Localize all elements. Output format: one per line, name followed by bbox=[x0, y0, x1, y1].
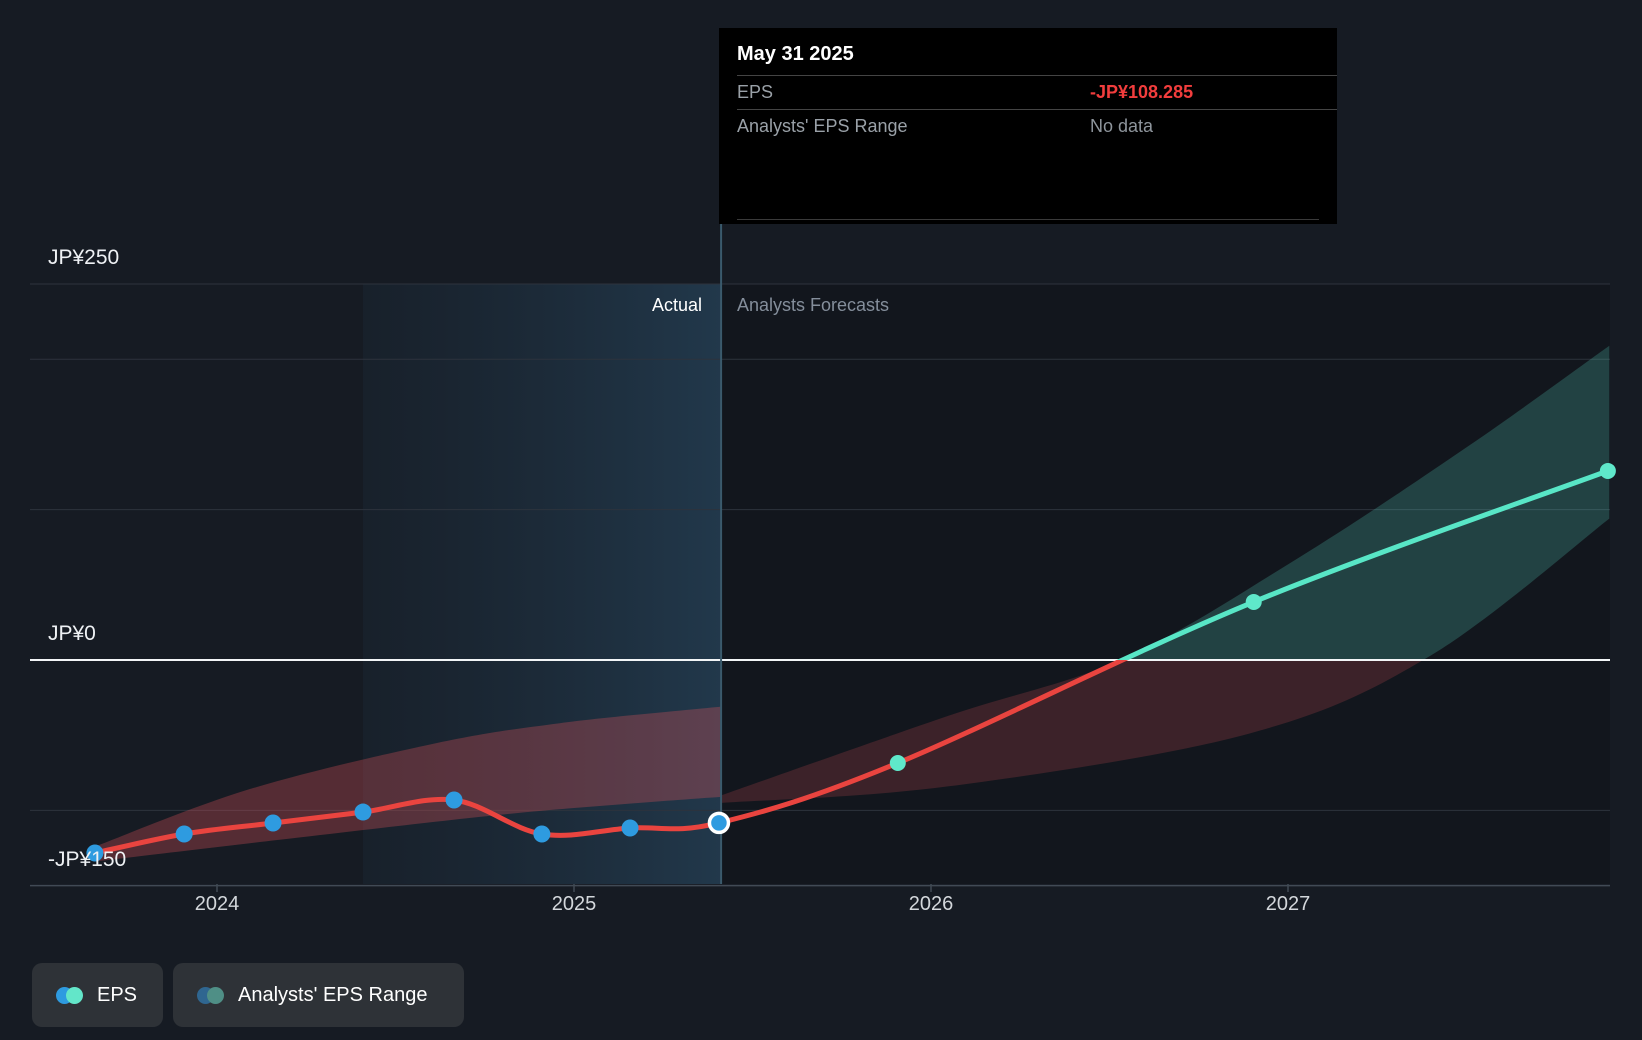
eps-teal-dot-icon bbox=[66, 986, 83, 1004]
eps-point-forecast[interactable] bbox=[1245, 593, 1262, 610]
tooltip-bottom-rule bbox=[737, 219, 1319, 220]
tooltip-range-label: Analysts' EPS Range bbox=[737, 116, 908, 136]
tooltip-eps-value: -JP¥108.285 bbox=[1090, 82, 1194, 102]
tooltip-eps-label: EPS bbox=[737, 82, 774, 102]
tooltip-range-value: No data bbox=[1090, 116, 1154, 136]
forecast-background bbox=[721, 284, 1610, 884]
tooltip-row-range: Analysts' EPS Range No data bbox=[719, 110, 1337, 143]
eps-point-forecast[interactable] bbox=[1599, 462, 1616, 479]
eps-point-actual[interactable] bbox=[445, 791, 463, 809]
eps-point-actual[interactable] bbox=[86, 844, 104, 862]
legend-range-label: Analysts' EPS Range bbox=[238, 983, 428, 1006]
legend-analysts-eps-range[interactable]: Analysts' EPS Range bbox=[173, 963, 464, 1027]
eps-point-actual[interactable] bbox=[175, 825, 193, 843]
actual-highlight-region bbox=[363, 284, 722, 884]
tooltip-row-eps: EPS -JP¥108.285 bbox=[719, 76, 1337, 109]
actual_range-band-negative bbox=[94, 706, 722, 862]
tooltip-date: May 31 2025 bbox=[737, 43, 854, 65]
tooltip-divider bbox=[737, 75, 1337, 76]
legend-eps[interactable]: EPS bbox=[32, 963, 163, 1027]
eps-point-forecast[interactable] bbox=[889, 755, 906, 772]
forecast_range-band-positive bbox=[1120, 345, 1610, 660]
legend-eps-label: EPS bbox=[97, 983, 138, 1006]
tooltip-divider bbox=[737, 109, 1337, 110]
range-teal-dot-icon bbox=[207, 986, 224, 1004]
eps-point-hovered[interactable] bbox=[707, 811, 731, 835]
eps-point-actual[interactable] bbox=[621, 819, 639, 837]
eps-line-positive bbox=[1116, 468, 1611, 660]
chart-tooltip: May 31 2025 EPS -JP¥108.285 Analysts' EP… bbox=[719, 28, 1337, 224]
eps-point-actual[interactable] bbox=[264, 814, 282, 832]
eps-point-actual[interactable] bbox=[533, 825, 551, 843]
eps-point-actual[interactable] bbox=[354, 803, 372, 821]
zone-label-forecast: Analysts Forecasts bbox=[737, 295, 890, 315]
zone-label-actual: Actual bbox=[651, 295, 702, 315]
